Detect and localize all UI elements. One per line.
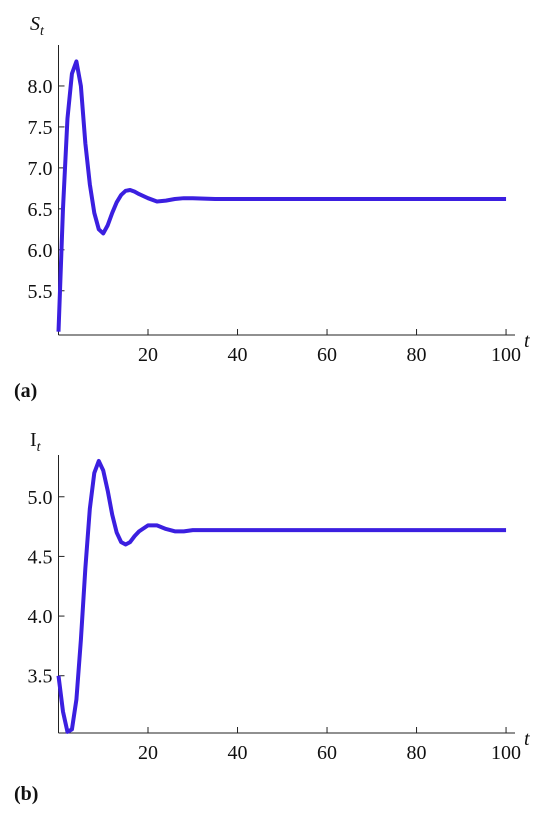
- y-tick-label: 6.0: [28, 240, 53, 262]
- x-tick-label: 80: [407, 742, 427, 764]
- panel-label: (a): [14, 380, 37, 402]
- x-tick-label: 60: [317, 742, 337, 764]
- x-tick-label: 100: [491, 742, 521, 764]
- y-tick-label: 5.0: [28, 487, 53, 509]
- x-axis-label: t: [524, 728, 530, 750]
- y-tick-label: 5.5: [28, 281, 53, 303]
- series-line: [56, 59, 507, 332]
- y-axis-label: St: [30, 13, 45, 39]
- y-axis-label: It: [30, 429, 42, 455]
- x-tick-label: 100: [491, 344, 521, 366]
- y-axis-label-sub: t: [40, 24, 45, 39]
- y-tick-label: 3.5: [28, 666, 53, 688]
- y-axis-label-main: S: [30, 13, 40, 35]
- x-tick-label: 40: [228, 344, 248, 366]
- y-tick-label: 4.5: [28, 546, 53, 568]
- x-tick-label: 60: [317, 344, 337, 366]
- x-tick-label: 40: [228, 742, 248, 764]
- series-line: [56, 458, 507, 734]
- x-tick-label: 80: [407, 344, 427, 366]
- x-axis-label: t: [524, 330, 530, 352]
- y-tick-label: 7.0: [28, 158, 53, 180]
- y-tick-label: 7.5: [28, 117, 53, 139]
- x-tick-label: 20: [138, 742, 158, 764]
- y-axis-label-sub: t: [37, 440, 42, 455]
- y-axis-label-main: I: [30, 429, 37, 451]
- panel-label: (b): [14, 783, 38, 805]
- y-tick-label: 8.0: [28, 76, 53, 98]
- x-tick-label: 20: [138, 344, 158, 366]
- y-tick-label: 6.5: [28, 199, 53, 221]
- y-tick-label: 4.0: [28, 606, 53, 628]
